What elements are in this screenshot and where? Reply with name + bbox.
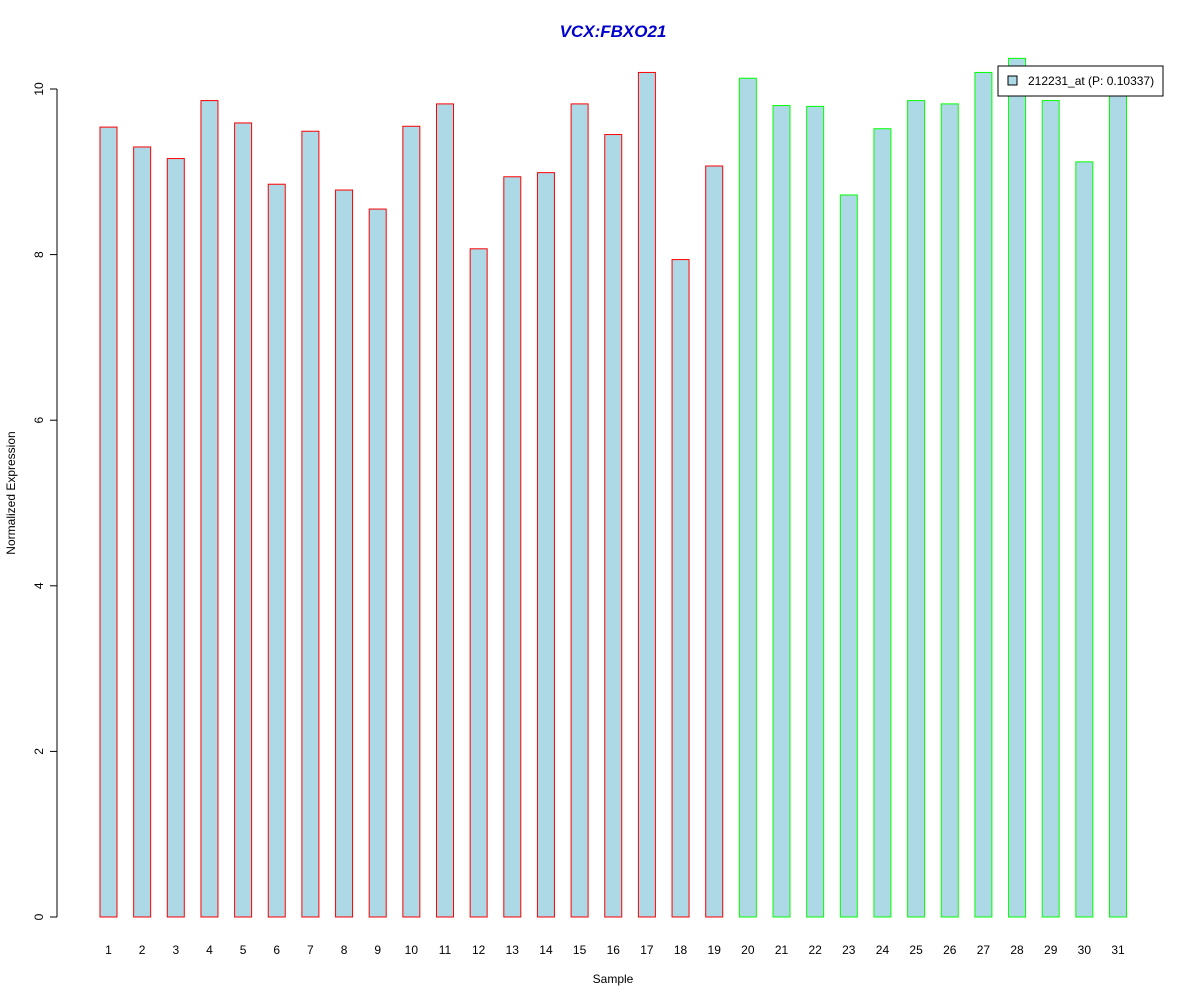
- x-tick-label: 23: [842, 943, 856, 957]
- x-tick-label: 17: [640, 943, 654, 957]
- x-tick-label: 10: [405, 943, 419, 957]
- bar-sample-21: [772, 105, 791, 918]
- x-tick-label: 6: [273, 943, 280, 957]
- x-tick-label: 8: [341, 943, 348, 957]
- x-tick-label: 19: [708, 943, 722, 957]
- y-tick-label: 4: [32, 582, 46, 589]
- x-tick-label: 22: [808, 943, 822, 957]
- legend-box: [997, 65, 1164, 97]
- x-tick-label: 24: [876, 943, 890, 957]
- x-tick-label: 4: [206, 943, 213, 957]
- bar-sample-11: [436, 103, 454, 918]
- x-tick-label: 16: [607, 943, 621, 957]
- bar-sample-29: [1041, 100, 1060, 918]
- y-tick-label: 6: [32, 417, 46, 424]
- x-tick-label: 7: [307, 943, 314, 957]
- bar-sample-7: [301, 130, 320, 918]
- bar-sample-4: [200, 100, 219, 918]
- x-tick-label: 20: [741, 943, 755, 957]
- x-tick-label: 29: [1044, 943, 1058, 957]
- x-tick-label: 25: [909, 943, 923, 957]
- bar-sample-16: [604, 134, 623, 918]
- bar-sample-13: [503, 176, 522, 918]
- x-tick-label: 18: [674, 943, 688, 957]
- y-tick-label: 10: [32, 82, 46, 96]
- bar-sample-27: [974, 71, 993, 918]
- x-tick-label: 15: [573, 943, 587, 957]
- bar-sample-1: [99, 126, 118, 918]
- x-axis-tick-labels: 1 2 3 4 5 6 7 8 9 10 11 12 13 14 15 16 17 18 19 20 21 22 23 24 2…: [105, 943, 1125, 957]
- bar-sample-22: [806, 105, 825, 918]
- y-axis-label: Normalized Expression: [4, 431, 18, 554]
- y-axis: 0 2 4 6 8 10: [32, 82, 58, 920]
- x-tick-label: 12: [472, 943, 486, 957]
- x-tick-label: 13: [506, 943, 520, 957]
- bar-sample-9: [368, 208, 387, 918]
- x-tick-label: 11: [439, 943, 452, 957]
- x-tick-label: 5: [240, 943, 247, 957]
- x-tick-label: 26: [943, 943, 957, 957]
- legend-swatch: [1007, 75, 1018, 86]
- x-tick-label: 3: [172, 943, 179, 957]
- bar-sample-25: [907, 100, 926, 918]
- bar-sample-2: [133, 146, 152, 918]
- chart-title: VCX:FBXO21: [560, 22, 667, 41]
- y-tick-label: 8: [32, 251, 46, 258]
- x-tick-label: 2: [139, 943, 146, 957]
- bar-sample-23: [839, 194, 858, 918]
- bar-sample-24: [873, 128, 892, 918]
- bar-sample-12: [469, 248, 488, 918]
- bar-sample-15: [570, 103, 589, 918]
- y-tick-label: 0: [32, 913, 46, 920]
- legend-label: 212231_at (P: 0.10337): [1028, 74, 1154, 88]
- bar-sample-31: [1109, 88, 1127, 918]
- bar-sample-26: [940, 103, 959, 918]
- legend: 212231_at (P: 0.10337): [997, 65, 1164, 97]
- x-tick-label: 28: [1010, 943, 1024, 957]
- x-tick-label: 21: [775, 943, 789, 957]
- bar-sample-19: [705, 165, 724, 918]
- bar-sample-10: [402, 125, 421, 918]
- bars: [99, 57, 1127, 918]
- x-tick-label: 14: [539, 943, 553, 957]
- bar-sample-5: [234, 122, 253, 918]
- bar-sample-8: [335, 189, 354, 918]
- y-tick-label: 2: [32, 748, 46, 755]
- bar-sample-17: [637, 71, 656, 918]
- x-axis-label: Sample: [593, 972, 634, 986]
- x-tick-label: 31: [1111, 943, 1125, 957]
- bar-sample-18: [671, 259, 690, 918]
- x-tick-label: 30: [1078, 943, 1092, 957]
- bar-sample-28: [1008, 57, 1027, 918]
- bar-sample-6: [267, 183, 286, 918]
- x-tick-label: 9: [374, 943, 381, 957]
- bar-sample-14: [536, 172, 555, 918]
- x-tick-label: 1: [105, 943, 112, 957]
- x-tick-label: 27: [977, 943, 991, 957]
- bar-sample-20: [738, 77, 757, 918]
- bar-sample-30: [1075, 161, 1094, 918]
- bar-sample-3: [166, 158, 185, 918]
